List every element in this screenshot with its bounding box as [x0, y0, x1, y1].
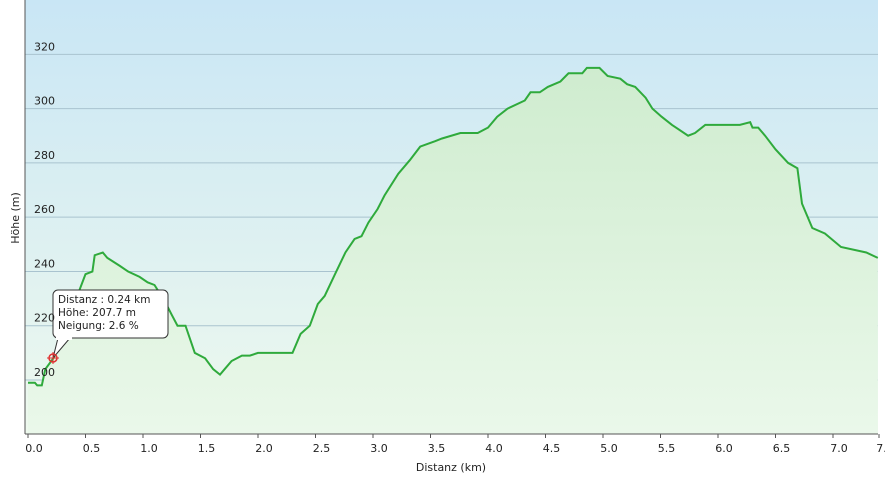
x-tick-label: 6.5	[773, 442, 791, 455]
x-tick-label: 7.4	[876, 442, 885, 455]
tooltip-box	[52, 289, 169, 339]
x-tick-label: 7.0	[830, 442, 848, 455]
x-tick-label: 4.0	[485, 442, 503, 455]
x-axis-label: Distanz (km)	[416, 461, 486, 474]
x-tick-label: 0.5	[83, 442, 101, 455]
tooltip-line: Distanz : 0.24 km	[58, 294, 150, 306]
y-tick-label: 240	[34, 257, 55, 270]
y-tick-label: 200	[34, 366, 55, 379]
y-axis-label: Höhe (m)	[9, 192, 22, 244]
tooltip: Distanz : 0.24 km Höhe: 207.7 m Neigung:…	[47, 289, 169, 364]
x-tick-label: 2.0	[255, 442, 273, 455]
y-tick-label: 300	[34, 95, 55, 108]
x-tick-label: 3.0	[370, 442, 388, 455]
x-tick-label: 4.5	[543, 442, 561, 455]
x-tick-label: 0.0	[25, 442, 43, 455]
x-tick-label: 5.5	[658, 442, 676, 455]
y-tick-label: 280	[34, 149, 55, 162]
y-tick-label: 220	[34, 312, 55, 325]
elevation-line	[28, 66, 879, 387]
y-tick-label: 320	[34, 40, 55, 53]
x-tick-label: 3.5	[428, 442, 446, 455]
x-tick-label: 6.0	[715, 442, 733, 455]
x-tick-label: 5.0	[600, 442, 618, 455]
x-tick-label: 2.5	[313, 442, 331, 455]
tooltip-line: Neigung: 2.6 %	[58, 320, 139, 332]
tooltip-line: Höhe: 207.7 m	[58, 307, 136, 319]
x-tick-label: 1.5	[198, 442, 216, 455]
x-tick-label: 1.0	[140, 442, 158, 455]
tooltip-joint	[56, 337, 72, 340]
area-fill	[28, 67, 878, 435]
y-tick-label: 260	[34, 203, 55, 216]
